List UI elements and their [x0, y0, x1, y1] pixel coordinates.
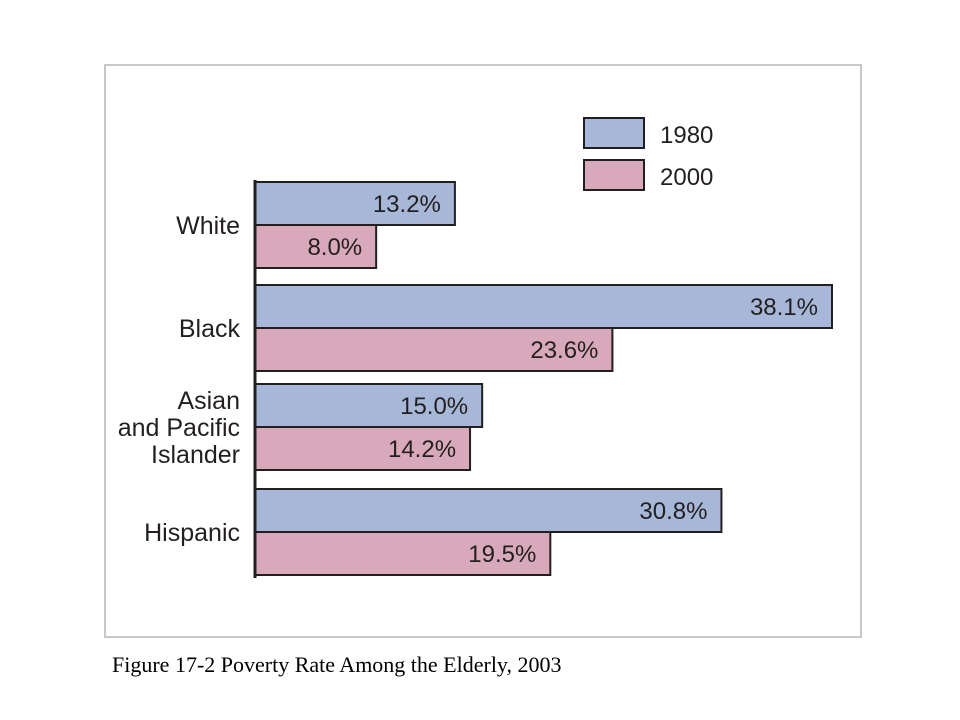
chart-frame: 13.2% 8.0% White 38.1% 23.6% Black 15.0% 14.2% A… — [104, 64, 862, 638]
bar-2000-1 — [254, 327, 614, 372]
data-label-2000-0: 8.0% — [307, 234, 362, 261]
data-label-2000-2: 14.2% — [388, 436, 456, 463]
category-label-2-0: Asian — [177, 387, 240, 415]
data-label-1980-1: 38.1% — [750, 294, 818, 321]
category-label-3-0: Hispanic — [144, 519, 240, 547]
figure-caption: Figure 17-2 Poverty Rate Among the Elder… — [112, 652, 562, 677]
data-label-1980-2: 15.0% — [400, 393, 468, 420]
category-label-2-2: Islander — [151, 441, 240, 469]
legend-swatch-2000 — [583, 159, 645, 191]
bar-1980-1 — [254, 284, 833, 329]
bar-2000-2 — [254, 426, 472, 471]
category-label-1-0: Black — [179, 315, 241, 343]
category-label-0-0: White — [176, 212, 240, 240]
data-label-2000-1: 23.6% — [530, 337, 598, 364]
data-label-1980-0: 13.2% — [373, 191, 441, 218]
category-label-2-1: and Pacific — [118, 414, 240, 442]
data-label-1980-3: 30.8% — [639, 498, 707, 525]
legend-swatch-1980 — [583, 117, 645, 149]
poverty-rate-chart: 13.2% 8.0% White 38.1% 23.6% Black 15.0% 14.2% A… — [118, 117, 833, 578]
bar-2000-0 — [254, 224, 378, 269]
legend-label-1980: 1980 — [660, 122, 713, 149]
data-label-2000-3: 19.5% — [468, 541, 536, 568]
legend-label-2000: 2000 — [660, 164, 713, 191]
bar-1980-2 — [254, 383, 484, 428]
bar-2000-3 — [254, 531, 552, 576]
